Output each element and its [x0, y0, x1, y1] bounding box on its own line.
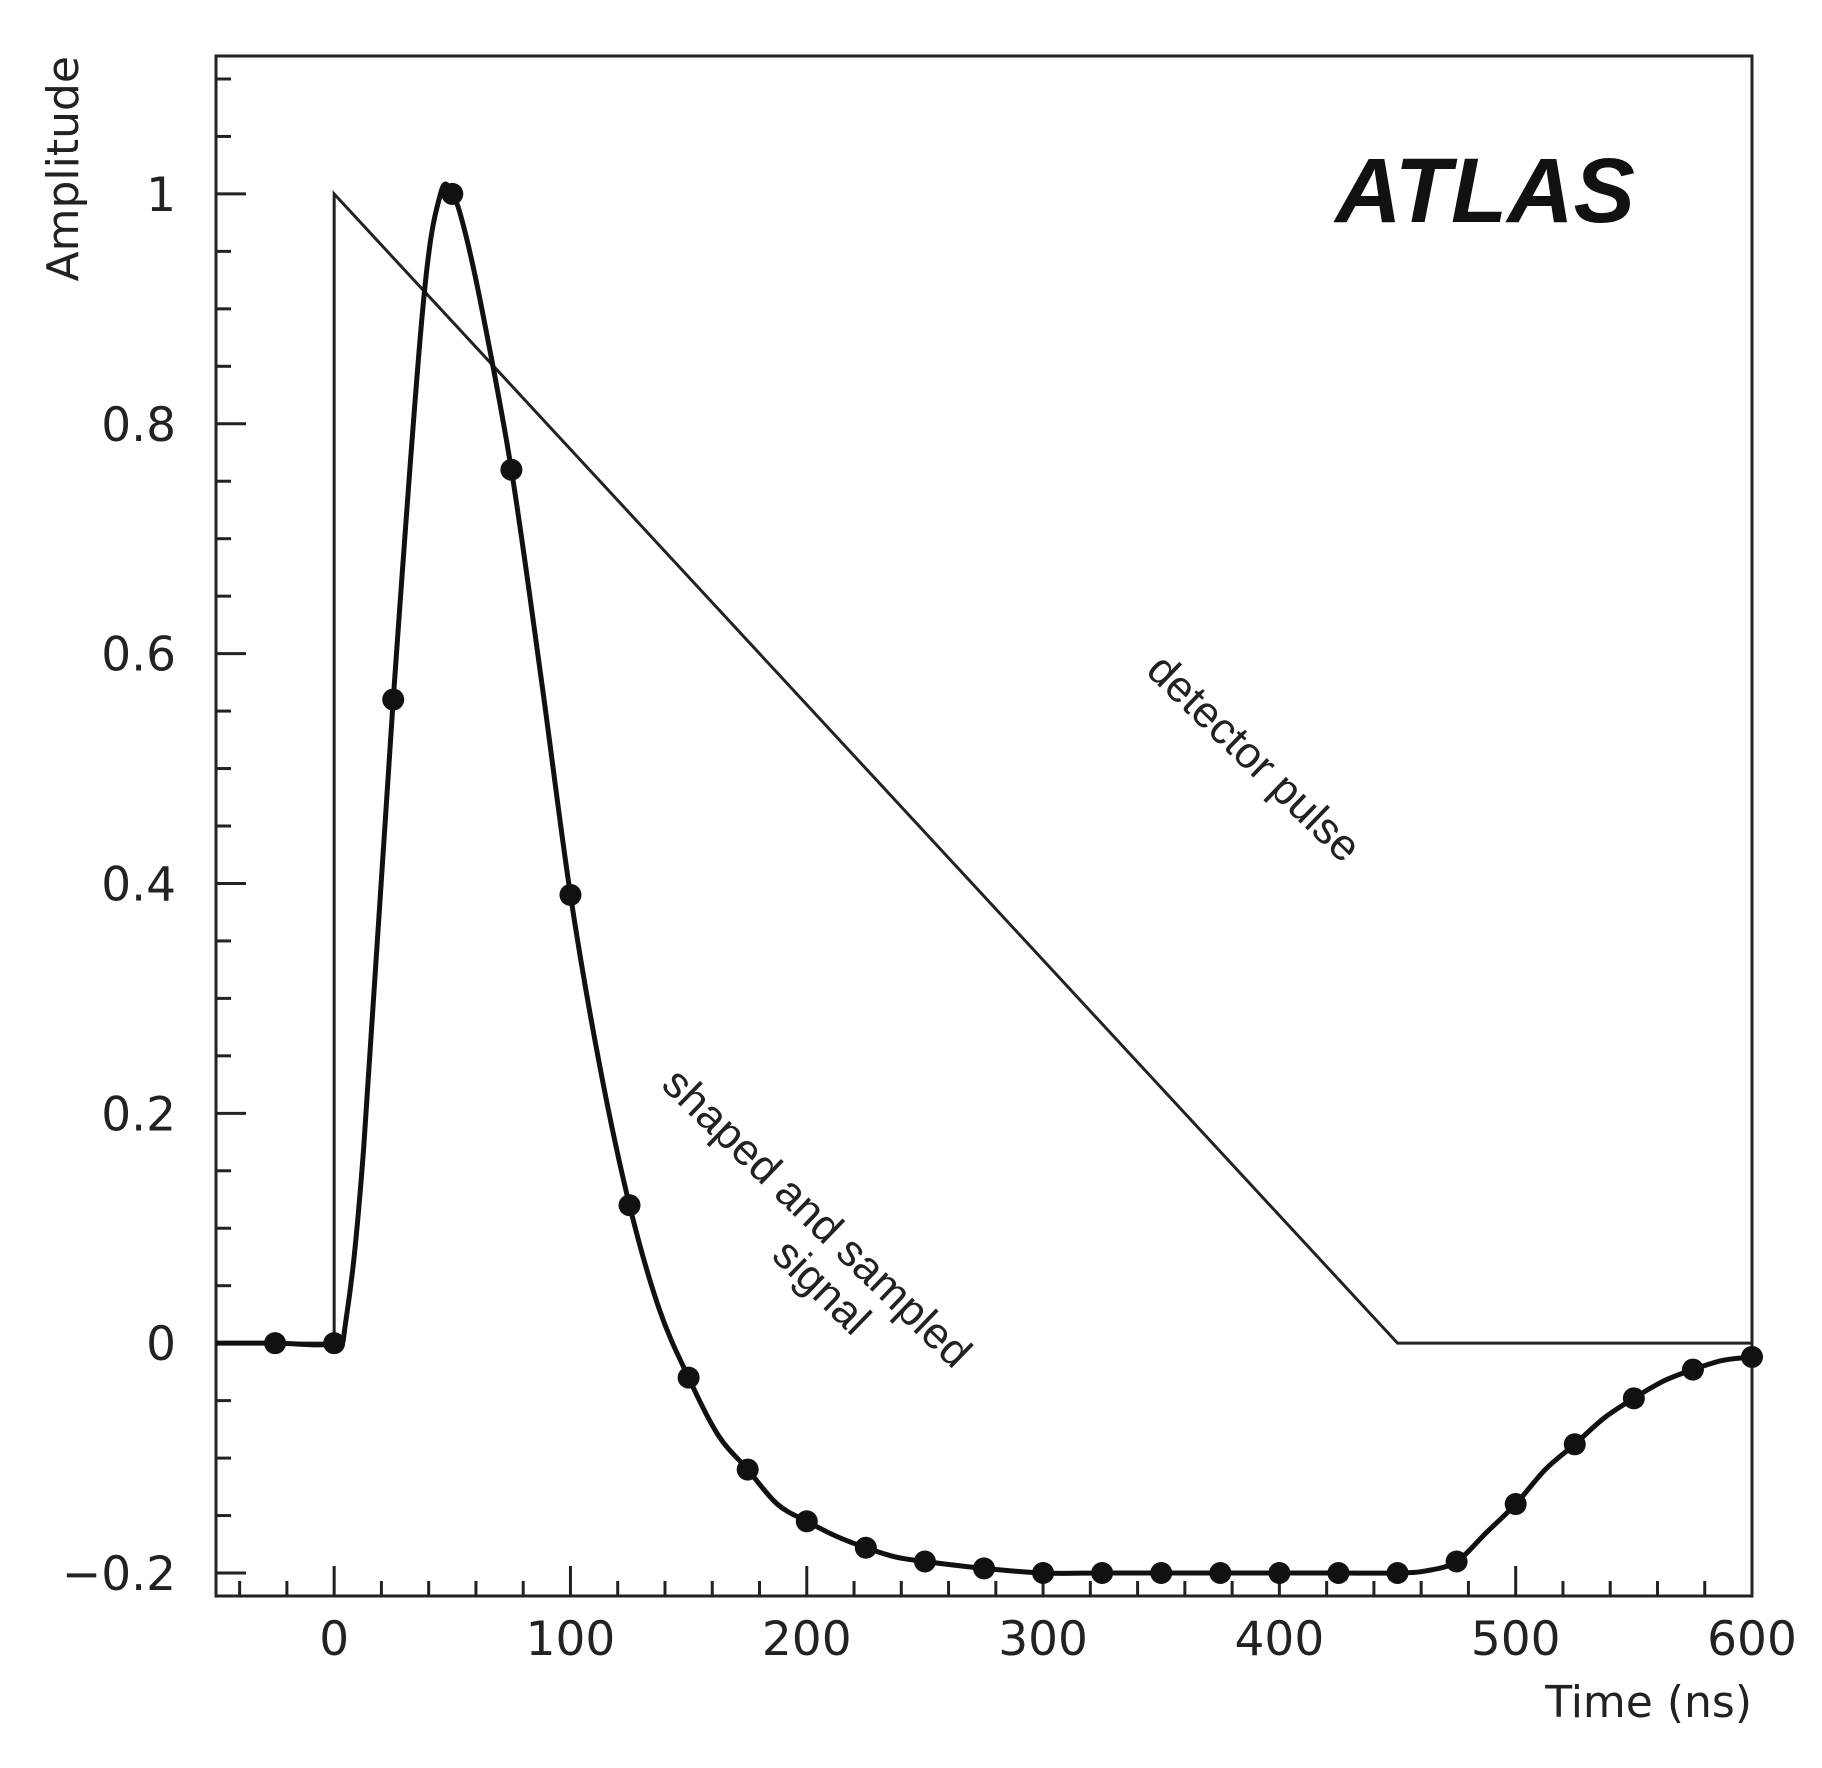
sample-point	[973, 1557, 995, 1580]
x-tick-labels: 0 100 200 300 400 500 600	[319, 1612, 1797, 1667]
x-tick-label: 100	[526, 1612, 616, 1667]
sample-point	[500, 458, 523, 481]
sample-point	[1681, 1358, 1704, 1381]
y-tick-label: 0.4	[101, 857, 176, 912]
sample-point	[559, 883, 582, 906]
sample-point	[1209, 1562, 1232, 1585]
sample-point	[1032, 1562, 1055, 1585]
sample-point	[382, 688, 405, 711]
sample-point	[1563, 1433, 1586, 1456]
plot-frame	[214, 54, 1754, 1598]
y-tick-label: 0.2	[101, 1087, 176, 1142]
detector-pulse-line	[216, 190, 1752, 1345]
sample-point	[913, 1550, 936, 1573]
x-tick-label: 500	[1471, 1612, 1561, 1667]
sample-point	[1268, 1562, 1291, 1585]
y-axis-title: Amplitude	[38, 56, 89, 281]
y-minor-ticks	[216, 77, 246, 1575]
y-tick-label: 0.6	[101, 628, 176, 683]
sample-point	[264, 1332, 287, 1355]
shaped-signal-curve	[216, 181, 1753, 1576]
x-axis-title: Time (ns)	[1544, 1677, 1752, 1728]
sample-point	[1386, 1562, 1409, 1585]
y-tick-label: 0	[146, 1317, 176, 1372]
sample-point	[677, 1366, 700, 1389]
y-tick-labels: −0.2 0 0.2 0.4 0.6 0.8 1	[62, 168, 176, 1602]
sample-point	[795, 1510, 818, 1533]
sample-point	[1622, 1387, 1645, 1410]
y-tick-label: 1	[146, 168, 176, 223]
x-tick-label: 600	[1707, 1612, 1797, 1667]
sample-point	[1445, 1550, 1468, 1573]
annotation-label: shaped and sampled	[653, 1058, 981, 1377]
sample-point	[1327, 1562, 1350, 1585]
series-layer	[216, 181, 1753, 1576]
sample-point	[854, 1536, 877, 1559]
sample-point	[1150, 1562, 1173, 1585]
sample-point	[1741, 1345, 1763, 1368]
sample-point	[1504, 1493, 1527, 1516]
x-tick-label: 400	[1235, 1612, 1325, 1667]
x-tick-label: 0	[319, 1612, 349, 1667]
y-tick-label: −0.2	[62, 1547, 176, 1602]
markers-layer	[264, 182, 1763, 1585]
sample-point	[736, 1458, 759, 1481]
x-tick-label: 300	[998, 1612, 1088, 1667]
sample-point	[323, 1332, 346, 1355]
sample-point	[618, 1194, 641, 1217]
annotation-label: detector pulse	[1138, 644, 1371, 871]
x-tick-label: 200	[762, 1612, 852, 1667]
y-tick-label: 0.8	[101, 398, 176, 453]
sample-point	[1091, 1562, 1114, 1585]
atlas-logo: ATLAS	[1333, 140, 1635, 242]
sample-point	[441, 182, 464, 205]
